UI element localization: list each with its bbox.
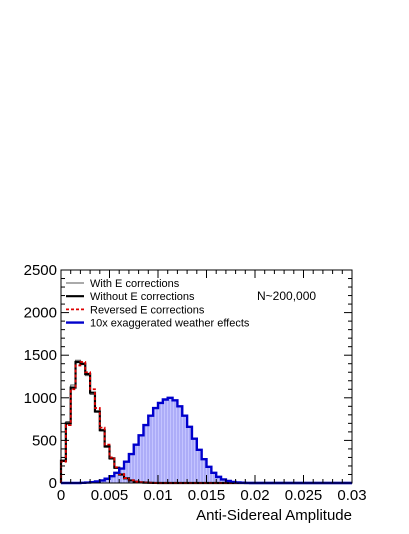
y-tick-label: 2000 — [24, 305, 57, 322]
y-tick-label: 500 — [32, 432, 57, 449]
y-tick-label: 1500 — [24, 347, 57, 364]
x-tick-label: 0.03 — [337, 487, 366, 504]
x-axis-title: Anti-Sidereal Amplitude — [196, 507, 352, 524]
x-tick-label: 0.005 — [91, 487, 129, 504]
ticks-layer: 0 0.005 0.01 0.015 0.02 0.025 0.03 0 500 1000 1500… — [24, 262, 367, 504]
series-10x-exaggerated-weather-effects-area — [61, 397, 352, 483]
x-tick-label: 0.025 — [285, 487, 323, 504]
weather-fill-layer — [61, 397, 352, 483]
x-tick-label: 0.015 — [188, 487, 226, 504]
x-tick-label: 0 — [57, 487, 65, 504]
x-tick-label: 0.01 — [143, 487, 172, 504]
y-tick-label: 0 — [49, 475, 57, 492]
series-layer — [59, 359, 352, 485]
legend-label: With E corrections — [90, 278, 180, 290]
y-tick-label: 1000 — [24, 390, 57, 407]
legend-label: Without E corrections — [90, 291, 195, 303]
sample-size-annotation: N~200,000 — [257, 289, 316, 303]
legend-label: 10x exaggerated weather effects — [90, 318, 250, 330]
x-tick-label: 0.02 — [240, 487, 269, 504]
y-tick-label: 2500 — [24, 262, 57, 279]
legend-label: Reversed E corrections — [90, 304, 205, 316]
